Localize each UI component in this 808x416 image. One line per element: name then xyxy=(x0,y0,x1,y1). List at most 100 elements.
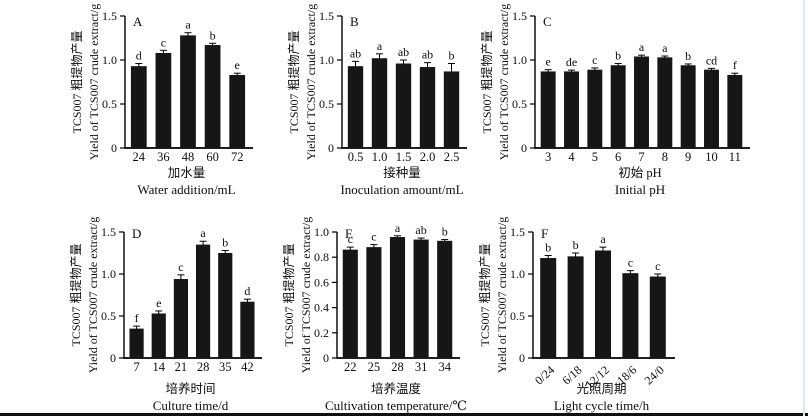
x-tick-label: 34 xyxy=(438,360,451,374)
bar xyxy=(155,52,172,148)
y-tick-label: 0.4 xyxy=(314,301,329,315)
x-label-en: Water addition/mL xyxy=(137,182,235,197)
y-tick-label: 1.5 xyxy=(319,9,334,23)
panel-D: 0 0.5 1.0 1.5 f 7 e 14 c 21 a 28 b 35 d 42 D 培养时间 Culture … xyxy=(68,217,262,413)
y-tick-label: 1.0 xyxy=(101,267,116,281)
x-tick-label: 7 xyxy=(638,150,644,164)
bar xyxy=(347,66,364,148)
y-tick-label: 1.0 xyxy=(102,53,117,67)
x-label-cn: 接种量 xyxy=(383,165,421,180)
x-label-cn: 初始 pH xyxy=(618,166,661,180)
significance-letter: b xyxy=(210,28,216,42)
significance-letter: b xyxy=(615,49,621,63)
y-tick-label: 1.0 xyxy=(319,53,334,67)
significance-letter: c xyxy=(178,260,183,274)
bar xyxy=(649,276,666,358)
x-tick-label: 1.0 xyxy=(372,150,388,164)
x-tick-label: 24 xyxy=(133,150,146,164)
panel-C: 0 0.5 1.0 1.5 e 3 de 4 c 5 b 6 a 7 a 8 b 9 cd 10 f 11 C 初始 pH In… xyxy=(479,4,750,197)
significance-letter: a xyxy=(639,40,645,54)
x-tick-label: 8 xyxy=(662,150,668,164)
significance-letter: d xyxy=(244,284,250,298)
significance-letter: c xyxy=(348,232,353,246)
bar xyxy=(610,65,626,148)
y-tick-label: 0.5 xyxy=(512,97,527,111)
bar xyxy=(443,71,460,148)
y-label-cn: TCS007 粗提物产量 xyxy=(281,243,296,346)
x-label-en: Inoculation amount/mL xyxy=(340,182,463,197)
x-tick-label: 35 xyxy=(219,360,232,374)
y-tick-label: 0.8 xyxy=(314,250,329,264)
x-tick-label: 0/24 xyxy=(532,363,557,388)
bar xyxy=(204,45,221,148)
significance-letter: f xyxy=(733,58,737,72)
x-label-cn: 光照周期 xyxy=(576,382,626,396)
bar xyxy=(622,273,639,358)
x-tick-label: 3 xyxy=(545,150,551,164)
y-label-cn: TCS007 粗提物产量 xyxy=(477,243,492,346)
bar xyxy=(180,35,196,148)
bar xyxy=(437,240,453,358)
y-label-cn: TCS007 粗提物产量 xyxy=(69,30,84,133)
page-bottom-border xyxy=(0,413,808,416)
bar xyxy=(413,239,429,358)
y-tick-label: 0 xyxy=(521,141,527,155)
panel-B: 0 0.5 1.0 1.5 ab 0.5 a 1.0 ab 1.5 ab 2.0 b 2.5 B 接种量 Ino… xyxy=(286,4,467,197)
y-label-en: Yield of TCS007 crude extract/g xyxy=(86,217,100,373)
significance-letter: a xyxy=(377,39,383,53)
x-tick-label: 10 xyxy=(705,150,718,164)
panel-E: 0 0.2 0.4 0.6 0.8 1.0 c 22 c 25 a 28 ab 31 b 34 E 培养温度 Cul… xyxy=(281,217,467,413)
bar xyxy=(130,66,147,148)
x-label-cn: 加水量 xyxy=(168,166,206,180)
y-tick-label: 0.5 xyxy=(102,97,117,111)
x-tick-label: 22 xyxy=(344,360,357,374)
significance-letter: c xyxy=(628,256,633,270)
x-tick-label: 60 xyxy=(206,150,219,164)
x-tick-label: 31 xyxy=(415,360,428,374)
bar xyxy=(634,56,649,149)
significance-letter: e xyxy=(546,55,551,69)
panel-letter: B xyxy=(350,14,359,29)
y-tick-label: 0.2 xyxy=(314,326,329,340)
bar xyxy=(371,58,388,148)
x-tick-label: 4 xyxy=(568,150,575,164)
bar xyxy=(395,63,412,148)
significance-letter: a xyxy=(662,41,668,55)
bar xyxy=(540,258,557,358)
y-tick-label: 0.5 xyxy=(319,97,334,111)
y-label-en: Yield of TCS007 crude extract/g xyxy=(87,4,101,160)
x-label-en: Culture time/d xyxy=(153,398,229,413)
significance-letter: b xyxy=(573,238,579,252)
x-label-cn: 培养时间 xyxy=(165,381,215,396)
page-right-edge-line xyxy=(803,0,805,416)
y-tick-label: 0 xyxy=(323,351,329,365)
y-label-en: Yield of TCS007 crude extract/g xyxy=(497,4,511,160)
bar xyxy=(218,253,233,358)
x-tick-label: 28 xyxy=(197,360,210,374)
y-tick-label: 0.5 xyxy=(510,309,525,323)
y-tick-label: 1.0 xyxy=(512,53,527,67)
bar xyxy=(595,250,611,358)
panel-F: 00.51.01.5b0/24b6/18a12/12c18/6c24/0F光照周… xyxy=(477,217,675,413)
significance-letter: b xyxy=(449,49,455,63)
bar xyxy=(129,328,144,358)
bar xyxy=(564,71,579,148)
significance-letter: b xyxy=(685,49,691,63)
significance-letter: b xyxy=(222,235,228,249)
y-tick-label: 0 xyxy=(110,351,116,365)
significance-letter: ab xyxy=(422,48,433,62)
significance-letter: de xyxy=(566,55,577,69)
y-tick-label: 1.0 xyxy=(510,267,525,281)
significance-letter: b xyxy=(545,241,551,255)
y-label-en: Yield of TCS007 crude extract/g xyxy=(304,4,318,160)
x-label-cn: 培养温度 xyxy=(371,381,422,396)
significance-letter: c xyxy=(161,35,166,49)
x-tick-label: 48 xyxy=(182,150,195,164)
x-tick-label: 42 xyxy=(241,360,254,374)
panel-letter: A xyxy=(133,14,143,29)
y-label-en: Yield of TCS007 crude extract/g xyxy=(299,217,313,373)
x-label-en: Cultivation temperature/℃ xyxy=(325,398,467,413)
x-label-en: Initial pH xyxy=(615,182,665,197)
